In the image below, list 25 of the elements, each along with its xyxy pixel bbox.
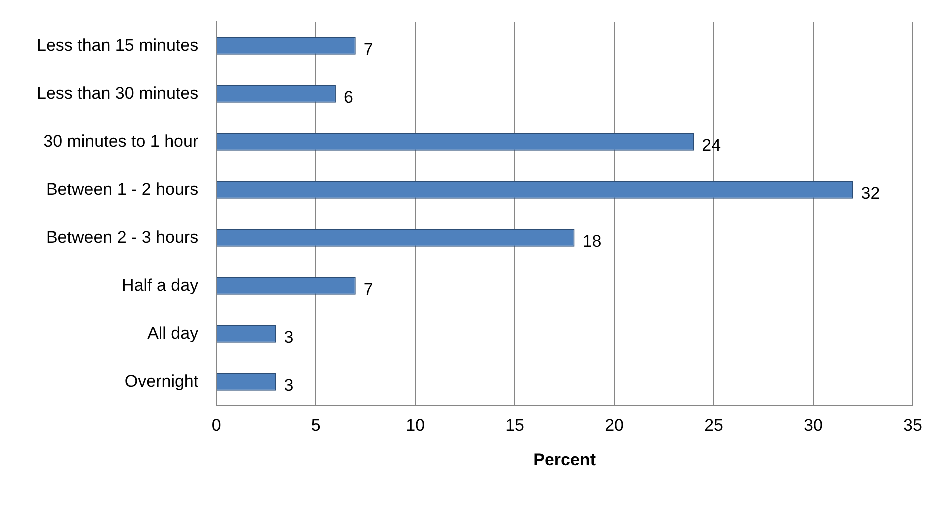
y-tick-label: Overnight [124, 372, 199, 391]
x-tick-label: 30 [804, 416, 823, 436]
y-tick-label: Between 1 - 2 hours [46, 180, 199, 199]
data-label: 7 [364, 40, 374, 59]
data-label: 32 [861, 184, 880, 203]
y-tick-label: Less than 30 minutes [36, 84, 199, 103]
y-tick-label: Between 2 - 3 hours [46, 228, 199, 247]
data-label: 3 [284, 328, 294, 347]
y-tick-label: All day [148, 324, 200, 343]
x-tick-label: 15 [506, 416, 525, 436]
data-label: 3 [284, 376, 294, 395]
x-tick-label: 0 [212, 416, 222, 436]
x-tick-label: 5 [311, 416, 321, 436]
data-label: 7 [364, 280, 374, 299]
x-tick-label: 35 [904, 416, 922, 436]
data-label: 18 [582, 232, 602, 251]
y-tick-label: Less than 15 minutes [36, 36, 199, 55]
x-tick-label: 10 [406, 416, 426, 436]
y-tick-label: Half a day [122, 276, 200, 295]
x-tick-label: 20 [605, 416, 624, 436]
data-label: 24 [702, 136, 722, 155]
y-tick-label: 30 minutes to 1 hour [44, 132, 199, 151]
data-label: 6 [344, 88, 354, 107]
x-axis-title: Percent [534, 450, 596, 470]
x-tick-label: 25 [704, 416, 724, 436]
